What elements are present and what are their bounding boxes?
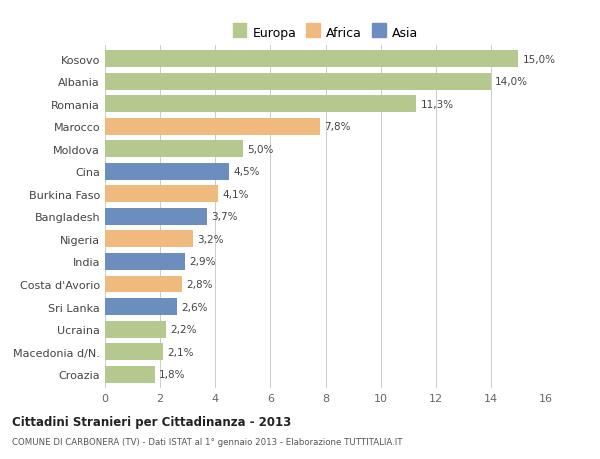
Text: 5,0%: 5,0% xyxy=(247,145,274,154)
Text: 3,2%: 3,2% xyxy=(197,235,224,244)
Bar xyxy=(105,141,243,158)
Bar xyxy=(105,186,218,203)
Bar xyxy=(105,231,193,248)
Bar xyxy=(105,298,176,315)
Bar xyxy=(105,51,518,68)
Text: Cittadini Stranieri per Cittadinanza - 2013: Cittadini Stranieri per Cittadinanza - 2… xyxy=(12,415,291,428)
Bar xyxy=(105,253,185,270)
Bar xyxy=(105,208,207,225)
Text: 3,7%: 3,7% xyxy=(211,212,238,222)
Bar xyxy=(105,366,155,383)
Bar xyxy=(105,163,229,180)
Text: 4,5%: 4,5% xyxy=(233,167,260,177)
Text: 4,1%: 4,1% xyxy=(222,190,248,199)
Text: 2,6%: 2,6% xyxy=(181,302,207,312)
Bar xyxy=(105,96,416,113)
Text: 15,0%: 15,0% xyxy=(523,55,556,64)
Legend: Europa, Africa, Asia: Europa, Africa, Asia xyxy=(229,23,422,44)
Bar xyxy=(105,73,491,90)
Text: 2,8%: 2,8% xyxy=(187,280,213,289)
Text: 14,0%: 14,0% xyxy=(495,77,528,87)
Bar xyxy=(105,343,163,360)
Text: 2,9%: 2,9% xyxy=(189,257,215,267)
Text: COMUNE DI CARBONERA (TV) - Dati ISTAT al 1° gennaio 2013 - Elaborazione TUTTITAL: COMUNE DI CARBONERA (TV) - Dati ISTAT al… xyxy=(12,437,403,446)
Bar xyxy=(105,321,166,338)
Text: 2,2%: 2,2% xyxy=(170,325,196,334)
Bar xyxy=(105,276,182,293)
Text: 2,1%: 2,1% xyxy=(167,347,194,357)
Bar xyxy=(105,118,320,135)
Text: 7,8%: 7,8% xyxy=(324,122,350,132)
Text: 11,3%: 11,3% xyxy=(421,100,454,109)
Text: 1,8%: 1,8% xyxy=(159,369,185,379)
